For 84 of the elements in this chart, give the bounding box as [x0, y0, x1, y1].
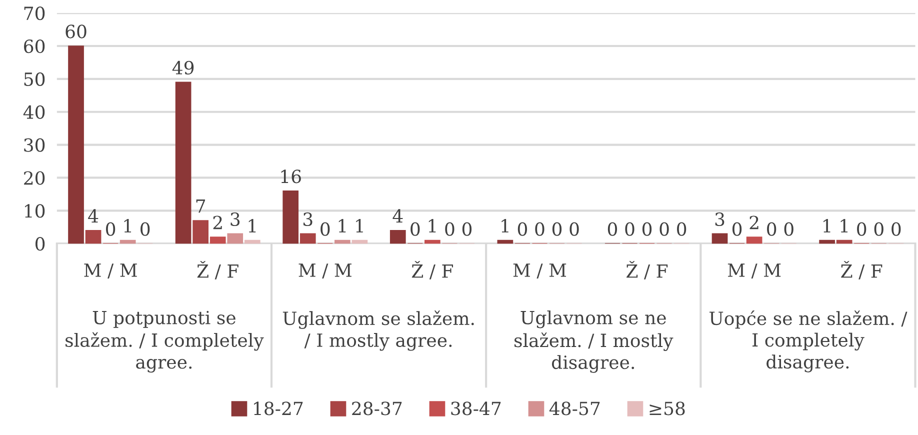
legend-label: 48-57 [549, 402, 600, 416]
data-label: 0 [552, 222, 562, 236]
legend-label: 18-27 [254, 402, 303, 416]
bar [300, 233, 316, 244]
text: Uglavnom se slažem. / I mostly agree. [282, 310, 474, 351]
data-label: 3 [304, 212, 312, 226]
bar [120, 240, 136, 244]
data-label: 0 [410, 222, 420, 236]
data-label: 1 [840, 218, 848, 232]
legend-label: ≥58 [650, 402, 685, 416]
y-tick-label: 20 [24, 171, 45, 185]
text: Uglavnom se ne slažem. / I mostly disagree. [514, 310, 674, 373]
x-tick-label: M / M [298, 264, 352, 278]
data-label: 2 [750, 216, 758, 230]
x-tick-label: Ž / F [412, 260, 453, 280]
data-label: 0 [608, 222, 618, 236]
bar [192, 220, 209, 244]
y-tick-label: 10 [25, 204, 45, 218]
y-tick-label: 30 [24, 138, 45, 152]
data-label: 0 [892, 222, 901, 236]
legend-label: 38-47 [451, 402, 501, 416]
data-label: 0 [874, 222, 884, 236]
data-label: 1 [502, 218, 508, 232]
y-tick-label: 70 [24, 6, 45, 20]
data-label: 4 [392, 209, 403, 223]
y-tick-label: 60 [24, 39, 45, 54]
y-tick-label: 50 [24, 72, 45, 86]
x-tick-label: Ž / F [197, 260, 238, 280]
bar [244, 240, 260, 244]
bar [282, 190, 299, 244]
bar [746, 236, 762, 244]
bar [334, 240, 350, 244]
data-label: 7 [196, 199, 206, 213]
data-label: 16 [281, 170, 301, 184]
data-label: 2 [213, 216, 222, 230]
data-label: 0 [732, 222, 742, 236]
x-tick-label: Ž / F [841, 260, 882, 280]
data-label: 3 [230, 212, 240, 226]
data-label: 0 [784, 222, 794, 236]
data-label: 49 [172, 60, 194, 75]
bar [352, 240, 368, 244]
data-label: 3 [715, 212, 724, 226]
data-label: 0 [462, 222, 472, 236]
data-label: 0 [140, 222, 150, 236]
bar [68, 46, 84, 244]
bar [712, 233, 728, 244]
data-label: 1 [338, 218, 346, 232]
bar [85, 230, 102, 244]
data-label: 0 [660, 222, 669, 236]
data-label: 0 [518, 222, 527, 236]
data-label: 0 [857, 222, 866, 236]
bar [819, 240, 835, 244]
bar [227, 233, 244, 244]
bar [175, 82, 192, 244]
legend-label: 28-37 [352, 402, 402, 416]
data-label: 1 [428, 218, 436, 232]
y-tick-label: 0 [36, 237, 45, 251]
data-label: 1 [124, 218, 132, 232]
data-label: 1 [248, 218, 256, 232]
data-label: 0 [570, 222, 579, 236]
data-label: 4 [88, 209, 98, 223]
data-label: 0 [535, 222, 544, 236]
data-label: 0 [642, 222, 652, 236]
data-label: 0 [320, 222, 330, 236]
bar [390, 230, 406, 244]
data-label: 60 [66, 24, 86, 38]
x-tick-label: M / M [728, 264, 781, 278]
data-label: 1 [824, 218, 830, 232]
data-label: 0 [677, 222, 686, 236]
bar [424, 240, 440, 244]
bar [210, 236, 226, 244]
x-tick-label: M / M [84, 264, 137, 278]
x-tick-label: Ž / F [626, 260, 668, 280]
data-label: 0 [106, 222, 116, 236]
data-label: 0 [767, 222, 776, 236]
text: U potpunosti se slažem. / I completely agree. [66, 310, 264, 373]
bar [836, 240, 852, 244]
bar [497, 240, 514, 244]
data-label: 0 [445, 222, 454, 236]
text: Uopće se ne slažem. / I completely disagree. [709, 310, 908, 372]
x-tick-label: M / M [513, 264, 566, 278]
y-tick-label: 40 [23, 105, 45, 119]
data-label: 1 [356, 218, 363, 232]
data-label: 0 [625, 222, 634, 236]
